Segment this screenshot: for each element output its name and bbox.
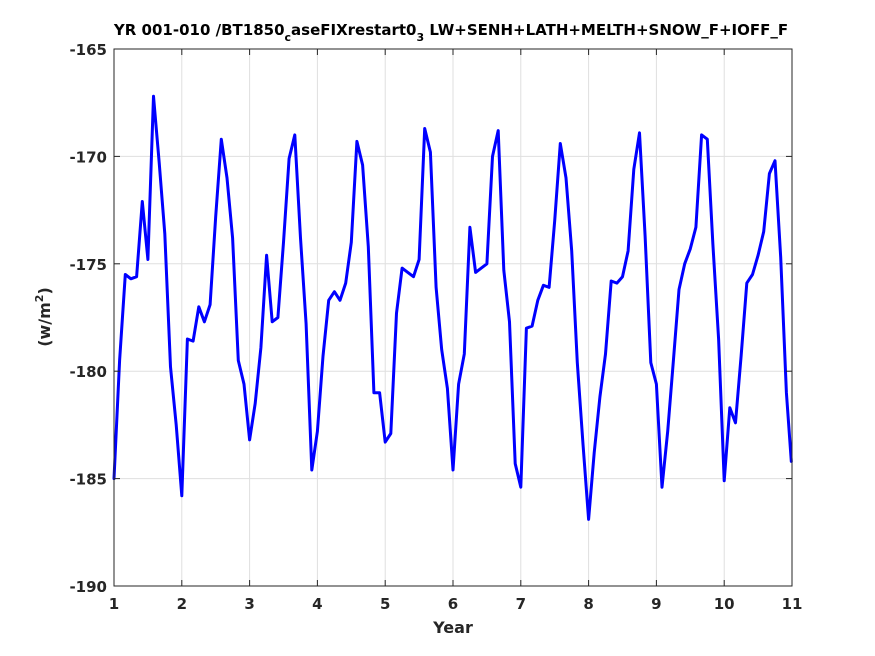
x-axis-title: Year xyxy=(432,618,473,637)
x-tick-label: 8 xyxy=(583,595,593,613)
y-tick-labels: -190 -185 -180 -175 -170 -165 xyxy=(69,41,107,596)
title-subscript1: c xyxy=(285,31,292,44)
y-tick-label: -165 xyxy=(69,41,107,59)
x-tick-label: 10 xyxy=(714,595,735,613)
title-part1: YR 001-010 /BT1850 xyxy=(113,21,285,39)
x-tick-label: 4 xyxy=(312,595,322,613)
x-tick-label: 5 xyxy=(380,595,390,613)
y-tick-label: -185 xyxy=(69,471,107,489)
y-axis-title-superscript: 2 xyxy=(33,295,46,303)
series-line xyxy=(112,94,793,521)
x-tick-label: 11 xyxy=(782,595,803,613)
y-tick-label: -170 xyxy=(69,148,107,166)
title-part3: LW+SENH+LATH+MELTH+SNOW_F+IOFF_F xyxy=(424,21,788,39)
x-tick-label: 6 xyxy=(448,595,458,613)
y-tick-label: -175 xyxy=(69,256,107,274)
x-tick-label: 2 xyxy=(177,595,187,613)
x-tick-label: 9 xyxy=(651,595,661,613)
y-axis-title-close: ) xyxy=(35,287,54,294)
y-axis-title-text: (w/m xyxy=(35,302,54,347)
y-axis-title: (w/m2) xyxy=(33,287,54,347)
x-tick-label: 1 xyxy=(109,595,119,613)
x-tick-label: 3 xyxy=(244,595,254,613)
x-tick-label: 7 xyxy=(516,595,526,613)
y-tick-label: -190 xyxy=(69,578,107,596)
title-subscript2: 3 xyxy=(416,31,424,44)
title-part2: aseFIXrestart0 xyxy=(291,21,416,39)
chart-title: YR 001-010 /BT1850caseFIXrestart03 LW+SE… xyxy=(113,21,788,44)
axis-ticks xyxy=(113,48,793,587)
x-tick-labels: 1 2 3 4 5 6 7 8 9 10 11 xyxy=(109,595,803,613)
y-tick-label: -180 xyxy=(69,363,107,381)
